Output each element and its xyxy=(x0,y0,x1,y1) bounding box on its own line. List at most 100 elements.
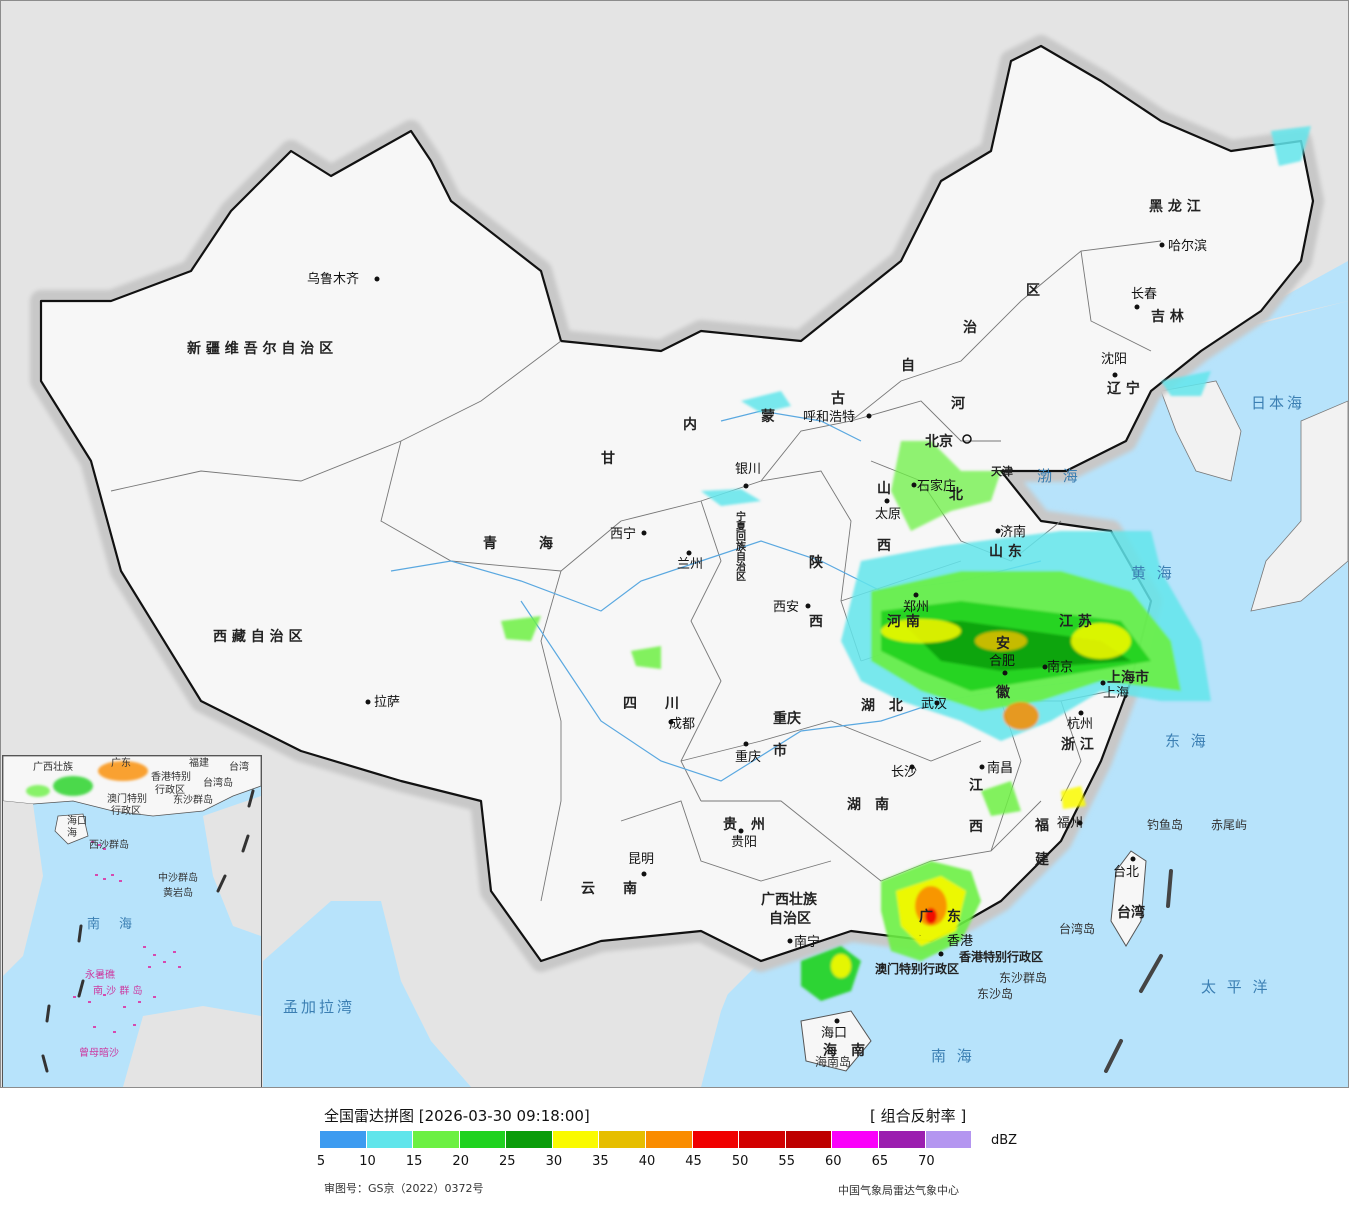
city-markers xyxy=(365,242,1165,1024)
city-label: 昆明 xyxy=(628,852,654,867)
legend-tick-label: 25 xyxy=(499,1154,516,1169)
city-label: 台北 xyxy=(1113,865,1139,880)
inset-label: 东沙群岛 xyxy=(173,793,213,806)
inset-label: 黄岩岛 xyxy=(163,886,193,899)
province-label: 山 xyxy=(877,481,891,497)
inset-map: 广西壮族 广东 福建 台湾 香港特别 行政区 澳门特别 行政区 台湾岛 东沙群岛… xyxy=(3,756,261,1087)
data-source: 中国气象局雷达气象中心 xyxy=(838,1184,959,1197)
sea-label: 太 平 洋 xyxy=(1201,978,1271,996)
province-label: 重庆 xyxy=(773,710,801,727)
radar-echoes xyxy=(501,126,1311,1001)
legend-tick-label: 65 xyxy=(871,1154,889,1169)
sea-labels: 日本海 渤 海 黄 海 东 海 太 平 洋 南 海 孟加拉湾 xyxy=(283,394,1302,1065)
province-label: 区 xyxy=(1026,283,1040,299)
legend-tick-label: 55 xyxy=(778,1154,795,1169)
legend-unit: dBZ xyxy=(991,1133,1018,1148)
province-label: 香港特别行政区 xyxy=(958,949,1043,964)
province-label: 西 xyxy=(877,538,891,554)
sea-area xyxy=(701,301,1348,1087)
province-label: 台湾 xyxy=(1117,904,1145,921)
legend-tick-label: 5 xyxy=(316,1154,326,1169)
inset-label: 台湾岛 xyxy=(203,776,233,789)
city-label: 沈阳 xyxy=(1101,352,1127,367)
inset-label: 台湾 xyxy=(229,760,249,773)
province-label: 浙 江 xyxy=(1061,736,1094,753)
province-label: 自 xyxy=(901,357,915,374)
province-label: 江 苏 xyxy=(1059,613,1092,630)
city-label: 澳门 xyxy=(899,966,901,969)
legend-swatch xyxy=(925,1131,973,1148)
legend-swatch xyxy=(320,1131,367,1148)
legend-swatch xyxy=(366,1131,414,1148)
city-label: 呼和浩特 xyxy=(803,410,855,425)
legend-tick-label: 20 xyxy=(452,1154,469,1169)
province-label: 广西壮族 xyxy=(761,891,818,908)
radar-map: 新 疆 维 吾 尔 自 治 区 西 藏 自 治 区 青 海 四 川 云 南 贵 … xyxy=(0,0,1349,1088)
indochina xyxy=(431,931,741,1087)
inset-label: 中沙群岛 xyxy=(158,871,198,884)
city-label: 济南 xyxy=(1000,524,1026,540)
sea-label: 孟加拉湾 xyxy=(283,998,355,1016)
city-label: 郑州 xyxy=(903,600,929,615)
city-label: 石家庄 xyxy=(917,478,956,494)
maritime-boundary xyxy=(1104,869,1173,1073)
city-label: 太原 xyxy=(875,507,901,522)
city-label: 西宁 xyxy=(610,526,636,542)
city-label: 福州 xyxy=(1057,816,1083,831)
legend-panel xyxy=(0,1088,1349,1208)
province-label: 河 南 xyxy=(887,613,920,630)
legend-swatch xyxy=(552,1131,600,1148)
province-label: 福 xyxy=(1034,817,1049,834)
city-label: 南京 xyxy=(1047,659,1073,675)
province-label: 蒙 xyxy=(761,408,775,425)
province-label: 河 xyxy=(951,395,965,412)
hainan-land xyxy=(800,1010,872,1072)
inset-label: 南 沙 群 岛 xyxy=(93,984,143,997)
legend-tick-label: 35 xyxy=(592,1154,609,1169)
province-label: 市 xyxy=(773,742,787,759)
province-label: 治 xyxy=(963,319,977,336)
province-label: 海 南 xyxy=(823,1042,865,1059)
sea-bengal xyxy=(263,901,471,1087)
province-label: 徽 xyxy=(995,684,1011,701)
japan xyxy=(1250,400,1348,612)
province-label: 贵 州 xyxy=(723,816,765,833)
legend-swatch xyxy=(413,1131,460,1148)
island-label: 赤尾屿 xyxy=(1211,818,1247,832)
review-number: 审图号：GS京（2022）0372号 xyxy=(324,1182,484,1195)
legend-tick-label: 50 xyxy=(731,1154,749,1169)
province-label: 辽 宁 xyxy=(1107,380,1140,397)
south-china-sea-inset: 广西壮族 广东 福建 台湾 香港特别 行政区 澳门特别 行政区 台湾岛 东沙群岛… xyxy=(2,755,262,1087)
legend-ticks: 5 10 15 20 25 30 35 40 45 50 55 60 65 70 xyxy=(306,1154,1006,1172)
sea-label: 渤 海 xyxy=(1037,467,1081,485)
province-label: 天津 xyxy=(991,464,1013,478)
legend-swatch xyxy=(646,1131,693,1148)
province-label: 广 东 xyxy=(919,908,961,925)
legend-title: 全国雷达拼图 [2026-03-30 09:18:00] xyxy=(324,1107,590,1125)
city-label: 广州 xyxy=(919,934,921,937)
province-label: 吉 林 xyxy=(1151,308,1184,325)
province-label: 北京 xyxy=(925,433,953,450)
province-label: 黑 龙 江 xyxy=(1149,198,1201,215)
city-label: 海口 xyxy=(821,1026,847,1041)
city-label: 成都 xyxy=(669,717,695,732)
island-label: 台湾岛 xyxy=(1059,921,1095,936)
taiwan-land xyxy=(1110,850,1147,947)
inset-label: 福建 xyxy=(189,756,209,769)
inset-label: 西沙群岛 xyxy=(89,838,129,851)
province-label: 陕 xyxy=(809,554,823,571)
province-label: 青 海 xyxy=(483,535,553,552)
city-label: 南宁 xyxy=(794,934,820,950)
city-label: 兰州 xyxy=(677,557,703,572)
legend-swatch xyxy=(459,1131,507,1148)
province-label: 新 疆 维 吾 尔 自 治 区 xyxy=(187,340,333,357)
island-label: 海南岛 xyxy=(815,1054,851,1069)
province-label: 宁夏回族自治区 xyxy=(734,510,747,581)
china-map: 新 疆 维 吾 尔 自 治 区 西 藏 自 治 区 青 海 四 川 云 南 贵 … xyxy=(30,35,1348,1087)
city-label: 西安 xyxy=(773,600,799,615)
legend-tick-label: 15 xyxy=(405,1154,423,1169)
city-label: 乌鲁木齐 xyxy=(307,271,359,287)
inset-label: 海口 xyxy=(67,814,87,827)
city-label: 上海 xyxy=(1103,686,1129,701)
inset-label: 永暑礁 xyxy=(85,968,115,981)
